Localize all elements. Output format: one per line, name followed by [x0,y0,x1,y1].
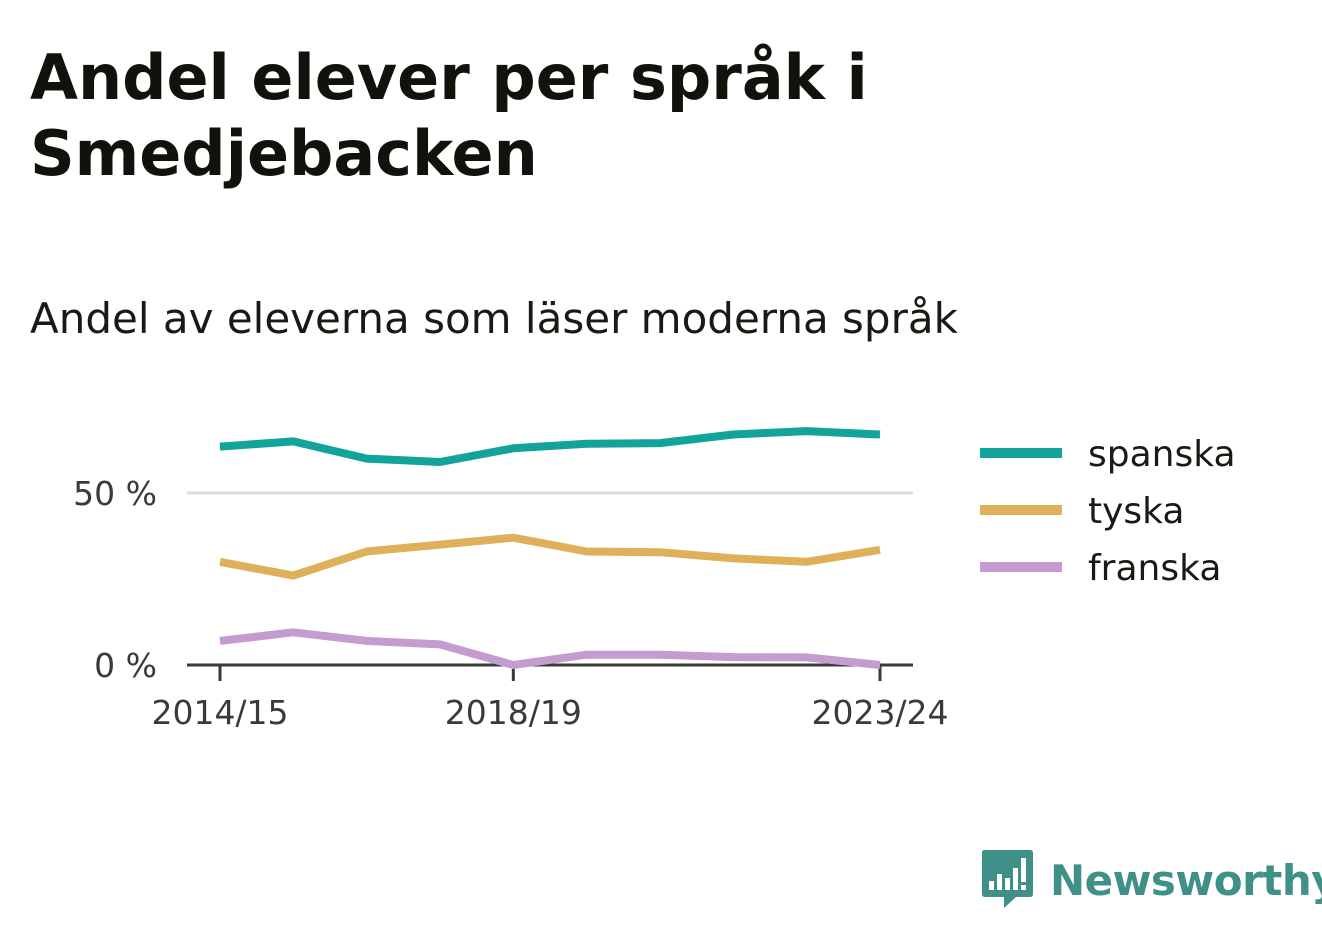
brand-logo: Newsworthy [980,848,1322,912]
legend-label-tyska: tyska [1088,491,1184,532]
legend-label-franska: franska [1088,548,1221,589]
x-tick-label: 2023/24 [811,693,948,732]
chart-subtitle: Andel av eleverna som läser moderna språ… [30,294,958,343]
series-line-tyska [219,533,881,580]
y-tick-label: 0 % [94,646,157,685]
x-tick-label: 2014/15 [151,693,288,732]
chart-title: Andel elever per språk i Smedjebacken [30,41,868,190]
series-line-franska [219,628,881,669]
x-tick-label: 2018/19 [445,693,582,732]
brand-name: Newsworthy [1050,855,1322,905]
y-tick-label: 50 % [73,474,157,513]
legend-label-spanska: spanska [1088,434,1236,475]
series-line-spanska [219,427,881,466]
newsworthy-logo-icon [982,850,1033,908]
